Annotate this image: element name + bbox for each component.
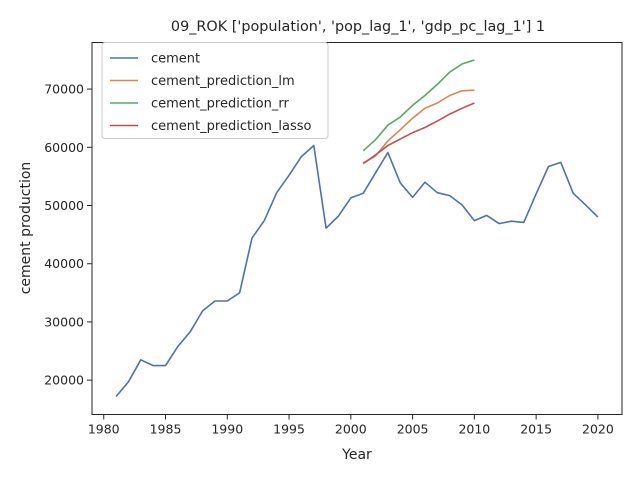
y-tick-label: 70000 xyxy=(44,82,84,97)
x-tick-label: 1990 xyxy=(211,422,243,437)
x-tick-label: 1980 xyxy=(88,422,120,437)
legend-label: cement_prediction_lasso xyxy=(151,119,311,134)
x-tick-label: 1985 xyxy=(150,422,182,437)
x-axis-ticks: 1980 1985 1990 1995 2000 2005 2010 2015 2020 xyxy=(88,414,614,437)
x-tick-label: 2005 xyxy=(397,422,429,437)
y-axis-label: cement production xyxy=(18,162,34,295)
x-tick-label: 2000 xyxy=(335,422,367,437)
y-tick-label: 30000 xyxy=(44,314,84,329)
x-tick-label: 1995 xyxy=(273,422,305,437)
series-line-cement-prediction-rr xyxy=(362,59,475,152)
series-line-cement xyxy=(115,144,599,398)
legend-box xyxy=(101,42,329,139)
x-tick-label: 2020 xyxy=(582,422,614,437)
x-tick-label: 2010 xyxy=(458,422,490,437)
x-tick-label: 2015 xyxy=(520,422,552,437)
chart-title: 09_ROK ['population', 'pop_lag_1', 'gdp_… xyxy=(171,19,545,35)
legend: cement cement_prediction_lm cement_predict… xyxy=(101,42,329,139)
series-line-cement-prediction-lm xyxy=(362,89,475,164)
y-tick-label: 60000 xyxy=(44,140,84,155)
x-axis-label: Year xyxy=(341,447,372,463)
legend-label: cement_prediction_rr xyxy=(151,97,289,112)
series-line-cement-prediction-lasso xyxy=(362,102,475,165)
plot-frame xyxy=(91,42,623,415)
plot-lines xyxy=(115,59,599,398)
y-axis-ticks: 20000 30000 40000 50000 60000 70000 xyxy=(44,82,92,388)
y-tick-label: 40000 xyxy=(44,256,84,271)
y-tick-label: 20000 xyxy=(44,373,84,388)
legend-label: cement xyxy=(151,52,200,67)
y-tick-label: 50000 xyxy=(44,198,84,213)
legend-label: cement_prediction_lm xyxy=(151,74,295,89)
